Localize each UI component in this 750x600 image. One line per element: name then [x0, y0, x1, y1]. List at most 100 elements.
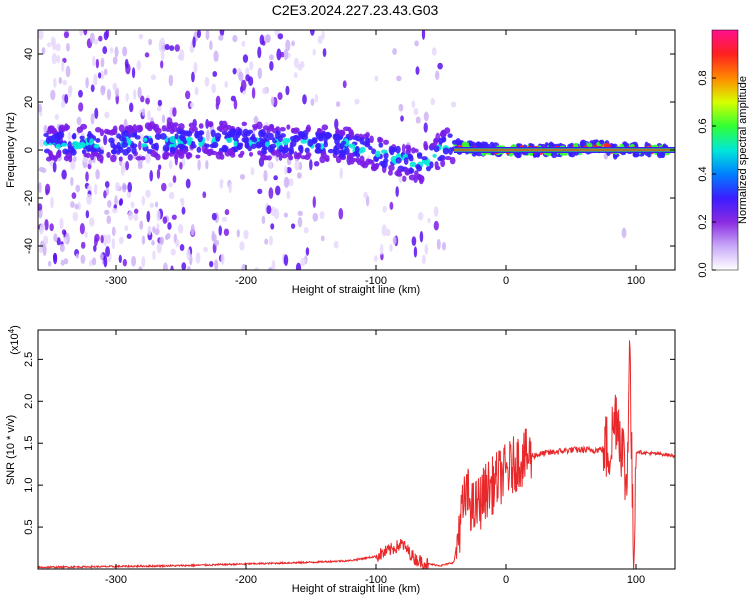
spectrogram-ridge-cell	[587, 142, 593, 148]
spectrogram-speckle	[124, 225, 129, 232]
spectrogram-ridge-cell	[304, 147, 310, 154]
spectrogram-ridge-cell	[244, 140, 250, 149]
spectrogram-speckle	[138, 133, 144, 142]
spectrogram-speckle	[156, 105, 162, 112]
spectrogram-speckle	[63, 31, 70, 39]
x-tick-label: -100	[365, 574, 387, 586]
spectrogram-speckle	[190, 224, 195, 236]
spectrogram-ridge-cell	[132, 124, 138, 132]
spectrogram-ridge-cell	[342, 126, 350, 132]
spectrogram-speckle	[433, 206, 439, 217]
spectrogram-speckle	[415, 66, 420, 75]
spectrogram-speckle	[156, 168, 161, 180]
spectrogram-speckle	[167, 222, 172, 230]
spectrogram-ridge-cell	[226, 136, 233, 143]
spectrogram-speckle	[283, 176, 290, 189]
spectrogram-speckle	[62, 79, 67, 86]
spectrogram-speckle	[257, 188, 263, 195]
spectrogram-ridge-cell	[241, 137, 247, 143]
spectrogram-ridge-cell	[241, 132, 248, 138]
spectrogram-ridge-cell	[259, 129, 266, 137]
spectrogram-ridge-cell	[211, 141, 219, 149]
spectrogram-speckle	[400, 115, 404, 122]
spectrogram-ridge-cell	[43, 132, 49, 138]
spectrogram-speckle	[433, 220, 439, 231]
spectrogram-ridge-cell	[135, 156, 143, 161]
spectrogram-ridge-cell	[195, 154, 201, 159]
spectrogram-ridge-cell	[438, 154, 446, 162]
spectrogram-ridge-cell	[394, 170, 402, 177]
spectrogram-speckle	[279, 51, 285, 58]
spectrogram-ridge-cell	[383, 152, 389, 160]
spectrogram-speckle	[218, 34, 224, 41]
spectrogram-speckle	[100, 234, 104, 244]
spectrogram-speckle	[50, 196, 54, 209]
spectrogram-speckle	[93, 38, 99, 45]
spectrogram-ridge-cell	[288, 155, 294, 161]
chart-title: C2E3.2024.227.23.43.G03	[271, 2, 439, 18]
spectrogram-ridge-cell	[378, 142, 384, 148]
spectrogram-speckle	[64, 93, 69, 104]
x-tick-label: -200	[235, 574, 257, 586]
spectrogram-speckle	[76, 116, 82, 126]
spectrogram-speckle	[109, 47, 114, 54]
spectrogram-speckle	[419, 230, 424, 243]
spectrogram-speckle	[270, 206, 277, 217]
spectrogram-speckle	[267, 161, 273, 169]
spectrogram-speckle	[197, 159, 201, 171]
spectrogram-speckle	[126, 233, 132, 239]
spectrogram-speckle	[239, 241, 245, 251]
spectrogram-speckle	[59, 217, 64, 230]
spectrogram-ridge-cell	[409, 161, 417, 168]
spectrogram-ridge-cell	[118, 156, 123, 162]
spectrogram-speckle	[85, 77, 89, 89]
spectrogram-speckle	[214, 259, 219, 270]
spectrogram-speckle	[45, 183, 51, 195]
spectrogram-ridge-cell	[206, 149, 213, 157]
spectrogram-ridge-cell	[413, 176, 418, 183]
spectrogram-speckle	[374, 255, 378, 263]
spectrogram-speckle	[39, 138, 45, 148]
spectrogram-speckle	[411, 236, 417, 247]
spectrogram-speckle	[88, 217, 95, 227]
spectrogram-speckle	[221, 216, 228, 222]
spectrogram-speckle	[111, 226, 116, 237]
spectrogram-speckle	[354, 98, 360, 105]
spectrogram-xlabel: Height of straight line (km)	[292, 284, 420, 296]
spectrogram-speckle	[105, 246, 110, 258]
spectrogram-speckle	[133, 89, 137, 100]
spectrogram-speckle	[313, 160, 320, 167]
spectrogram-speckle	[127, 153, 134, 161]
spectrogram-ridge-cell	[286, 124, 291, 130]
spectrogram-speckle	[102, 234, 108, 247]
spectrogram-ridge-cell	[262, 125, 270, 131]
spectrogram-ridge-cell	[110, 140, 115, 149]
spectrogram-speckle	[161, 114, 166, 124]
spectrogram-ridge-cell	[171, 124, 178, 133]
colorbar-tick-label: 0.0	[697, 262, 709, 277]
spectrogram-ridge-cell	[131, 143, 138, 149]
spectrogram-speckle	[317, 35, 323, 44]
spectrogram-speckle	[94, 233, 100, 242]
spectrogram-speckle	[124, 58, 129, 69]
spectrogram-ridge-cell	[162, 144, 170, 153]
spectrogram-speckle	[342, 80, 347, 89]
spectrogram-ridge-cell	[321, 124, 329, 131]
spectrogram-ridge-cell	[388, 164, 395, 172]
spectrogram-speckle	[90, 113, 95, 125]
spectrogram-speckle	[296, 172, 302, 179]
spectrogram-ridge-cell	[183, 130, 190, 137]
spectrogram-ridge-cell	[263, 155, 269, 161]
x-tick-label: 100	[627, 275, 645, 287]
spectrogram-ridge-cell	[279, 126, 286, 132]
spectrogram-speckle	[398, 103, 404, 112]
spectrogram-speckle	[192, 36, 196, 48]
spectrogram-speckle	[218, 225, 222, 236]
spectrogram-ridge-cell	[297, 152, 302, 158]
spectrogram-speckle	[230, 95, 237, 102]
spectrogram-speckle	[65, 65, 71, 78]
spectrogram-ridge-cell	[440, 159, 446, 168]
spectrogram-ridge-cell	[251, 143, 257, 150]
spectrogram-speckle	[297, 216, 303, 228]
spectrogram-speckle	[312, 212, 319, 222]
